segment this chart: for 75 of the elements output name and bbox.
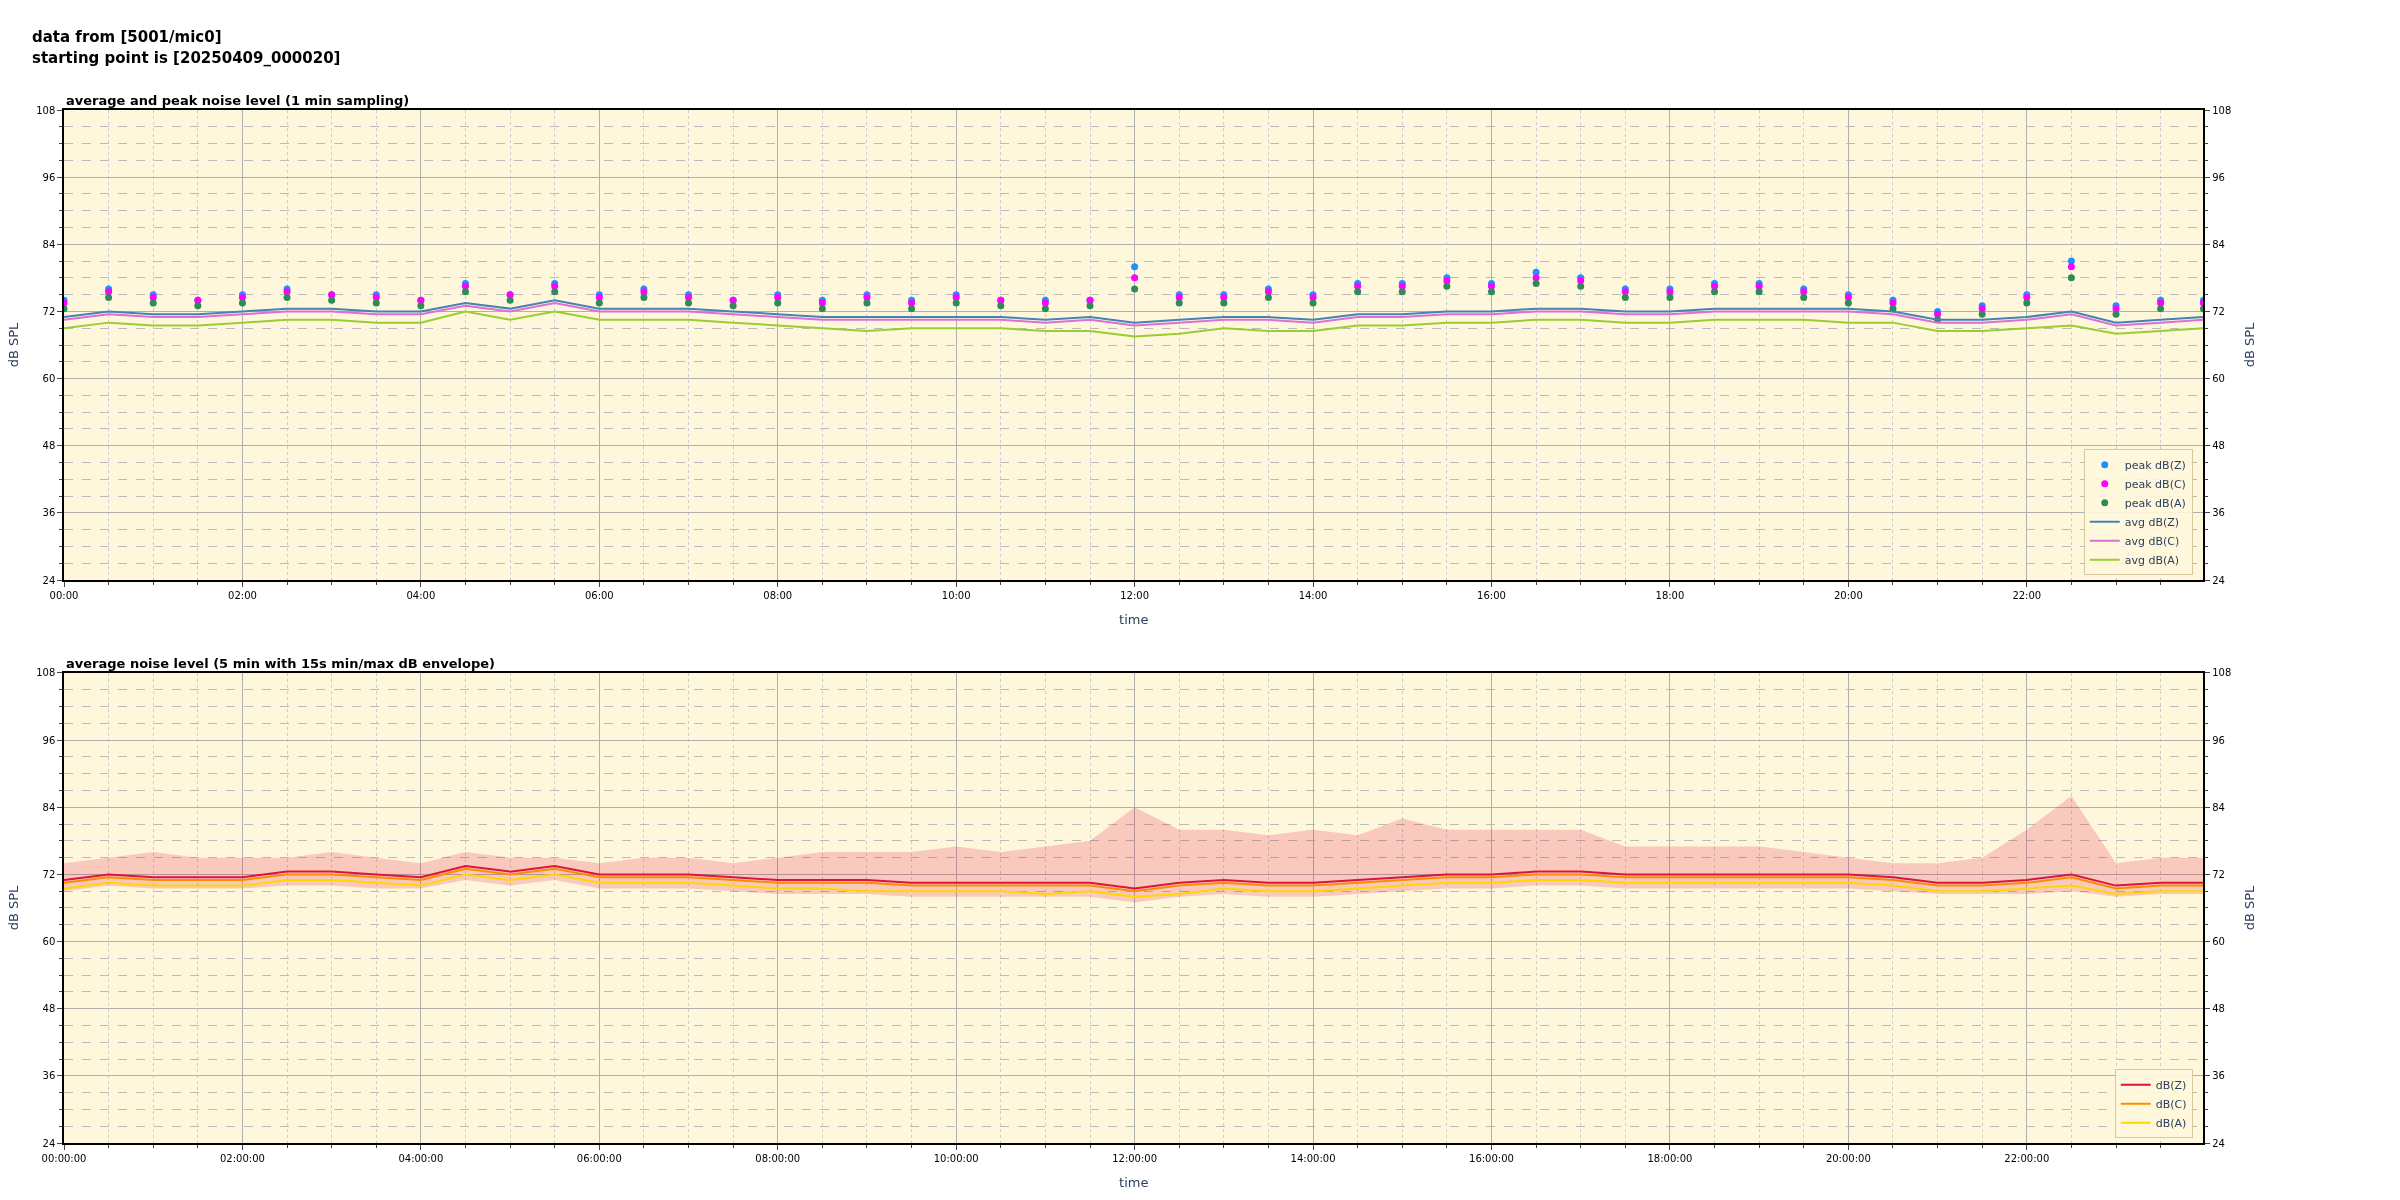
legend-label: dB(A) [2155,1117,2187,1131]
y2-tick-label: 24 [2212,1137,2225,1149]
x-tick-label: 22:00:00 [2004,1152,2050,1164]
y-tick-label: 108 [36,104,56,116]
legend-label: peak dB(Z) [2124,459,2186,473]
y2-tick-label: 108 [2212,667,2232,679]
x-tick-label: 02:00 [228,589,257,601]
y-tick-label: 84 [42,801,56,813]
x-axis-title: time [1119,1174,1149,1190]
y-tick-label: 108 [36,667,56,679]
y-tick-label: 72 [42,868,56,880]
y2-tick-label: 108 [2212,104,2232,116]
y2-axis-title: dB SPL [2242,884,2258,931]
x-tick-label: 00:00:00 [41,1152,87,1164]
legend-label: avg dB(Z) [2124,516,2180,530]
legend-label: peak dB(A) [2124,497,2186,511]
x-tick-label: 14:00 [1298,589,1328,601]
x-tick-label: 06:00 [584,589,614,601]
x-tick-label: 18:00:00 [1647,1152,1693,1164]
y-tick-label: 48 [42,1003,56,1015]
x-tick-label: 08:00:00 [755,1152,801,1164]
x-tick-label: 16:00:00 [1469,1152,1514,1164]
y-tick-label: 36 [42,507,56,519]
x-tick-label: 18:00 [1655,589,1685,601]
y-tick-label: 72 [42,305,56,317]
y-tick-label: 60 [42,373,56,385]
y2-tick-label: 96 [2212,171,2225,183]
x-tick-label: 06:00:00 [576,1152,622,1164]
x-tick-label: 00:00 [49,589,79,601]
y-tick-label: 96 [42,171,56,183]
x-tick-label: 08:00 [763,589,793,601]
x-tick-label: 22:00 [2012,589,2042,601]
y-tick-label: 24 [42,574,56,586]
legend-label: dB(C) [2155,1098,2187,1112]
legend-label: avg dB(C) [2124,535,2180,549]
chart-title: average and peak noise level (1 min sampling) [66,93,410,108]
x-tick-label: 14:00:00 [1290,1152,1336,1164]
x-tick-label: 10:00:00 [933,1152,979,1164]
chart-title: average noise level (5 min with 15s min/max dB envelope) [66,656,496,671]
y2-tick-label: 60 [2212,936,2225,948]
y2-tick-label: 96 [2212,734,2225,746]
y-tick-label: 84 [42,238,56,250]
y2-tick-label: 84 [2212,801,2225,813]
x-tick-label: 04:00 [406,589,436,601]
y2-axis-title: dB SPL [2242,321,2258,368]
y-tick-label: 48 [42,440,56,452]
text: data from [5001/mic0] [32,28,222,46]
y-tick-label: 36 [42,1070,56,1082]
x-tick-label: 12:00:00 [1112,1152,1158,1164]
y2-tick-label: 72 [2212,305,2225,317]
x-tick-label: 12:00 [1120,589,1150,601]
y2-tick-label: 36 [2212,507,2225,519]
y-tick-label: 60 [42,936,56,948]
y2-tick-label: 84 [2212,238,2225,250]
legend-label: peak dB(C) [2124,478,2186,492]
x-tick-label: 20:00 [1833,589,1863,601]
x-axis-title: time [1119,611,1149,627]
x-tick-label: 16:00 [1477,589,1506,601]
y-axis-title: dB SPL [5,321,21,368]
x-tick-label: 04:00:00 [398,1152,444,1164]
text: starting point is [20250409_000020] [32,49,341,67]
y2-tick-label: 48 [2212,1003,2225,1015]
y2-tick-label: 48 [2212,440,2225,452]
y2-tick-label: 72 [2212,868,2225,880]
x-tick-label: 10:00 [941,589,971,601]
x-tick-label: 02:00:00 [219,1152,265,1164]
y-axis-title: dB SPL [5,884,21,931]
x-tick-label: 20:00:00 [1825,1152,1871,1164]
y2-tick-label: 36 [2212,1070,2225,1082]
legend-label: dB(Z) [2155,1079,2187,1093]
y2-tick-label: 60 [2212,373,2225,385]
legend-label: avg dB(A) [2124,554,2180,568]
y-tick-label: 24 [42,1137,56,1149]
y-tick-label: 96 [42,734,56,746]
y2-tick-label: 24 [2212,574,2225,586]
